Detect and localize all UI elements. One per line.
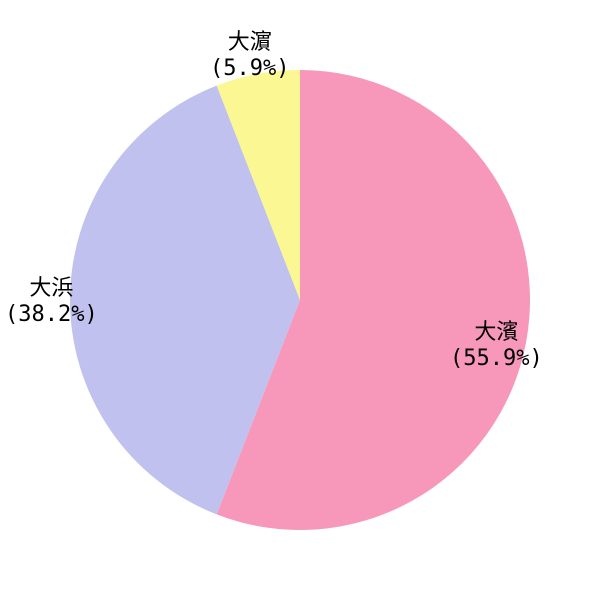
slice-percent: (55.9%) xyxy=(450,346,543,372)
slice-label-2: 大濵(5.9%) xyxy=(210,30,289,83)
slice-percent: (38.2%) xyxy=(5,302,98,328)
slice-label-0: 大濱(55.9%) xyxy=(450,320,543,373)
slice-label-1: 大浜(38.2%) xyxy=(5,276,98,329)
slice-name: 大濱 xyxy=(450,320,543,346)
slice-percent: (5.9%) xyxy=(210,56,289,82)
pie-chart: 大濱(55.9%) 大浜(38.2%) 大濵(5.9%) xyxy=(0,0,600,600)
slice-name: 大濵 xyxy=(210,30,289,56)
slice-name: 大浜 xyxy=(5,276,98,302)
